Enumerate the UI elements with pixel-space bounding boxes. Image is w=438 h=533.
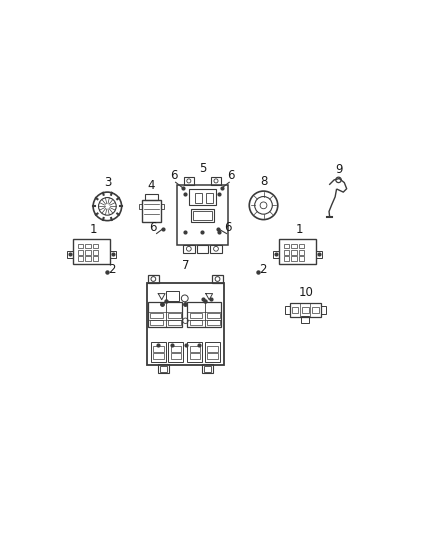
Bar (67, 251, 73, 257)
Bar (321, 306, 325, 314)
Bar (166, 291, 179, 301)
Bar (85, 256, 91, 261)
Bar (169, 343, 184, 362)
Text: 6: 6 (149, 221, 157, 233)
Bar (301, 316, 309, 323)
Text: 8: 8 (260, 175, 267, 188)
Bar (78, 244, 83, 248)
Bar (85, 250, 91, 255)
Bar (316, 251, 322, 257)
Bar (170, 346, 181, 352)
Bar (93, 256, 98, 261)
Bar (202, 364, 213, 374)
Bar (279, 239, 316, 264)
Bar (284, 244, 290, 248)
Bar (207, 313, 220, 318)
Bar (168, 320, 181, 325)
Text: 3: 3 (104, 176, 111, 189)
Bar (299, 256, 304, 261)
Text: 4: 4 (148, 179, 155, 192)
Text: 6: 6 (224, 221, 232, 233)
Bar (187, 343, 202, 362)
Bar (177, 184, 227, 245)
Bar (78, 250, 83, 255)
Text: 1: 1 (295, 223, 303, 236)
Text: 6: 6 (227, 169, 234, 182)
Bar (207, 320, 220, 325)
Bar (148, 302, 182, 327)
Bar (85, 244, 91, 248)
Bar (290, 303, 321, 317)
Text: 5: 5 (199, 162, 206, 175)
Bar (158, 364, 169, 374)
Text: 2: 2 (108, 263, 116, 276)
Bar (190, 353, 200, 359)
Bar (206, 193, 213, 203)
Bar (191, 209, 214, 222)
Bar (160, 366, 167, 372)
Bar (291, 256, 297, 261)
Bar (291, 244, 297, 248)
Bar (142, 200, 161, 222)
Bar (195, 193, 202, 203)
Bar (139, 204, 142, 209)
Bar (153, 353, 164, 359)
Bar (93, 250, 98, 255)
Bar (292, 306, 298, 313)
Bar (93, 244, 98, 248)
Text: 6: 6 (170, 169, 177, 182)
Bar (110, 251, 116, 257)
Bar (210, 245, 222, 253)
Bar (299, 250, 304, 255)
Bar (183, 245, 195, 253)
Bar (285, 306, 290, 314)
Bar (193, 211, 212, 220)
Bar (273, 251, 279, 257)
Bar (299, 244, 304, 248)
Text: 9: 9 (335, 163, 342, 176)
Bar (150, 313, 163, 318)
Bar (150, 320, 163, 325)
Text: 10: 10 (299, 286, 313, 299)
Bar (211, 177, 221, 184)
Bar (197, 245, 208, 253)
Bar (205, 343, 220, 362)
Bar (168, 313, 181, 318)
Text: 1: 1 (89, 223, 97, 236)
Bar (187, 302, 222, 327)
Bar (291, 250, 297, 255)
Bar (212, 275, 223, 284)
Bar (147, 284, 224, 365)
Bar (284, 256, 290, 261)
Bar (204, 366, 211, 372)
Bar (190, 346, 200, 352)
Bar (284, 250, 290, 255)
Bar (161, 204, 164, 209)
Bar (312, 306, 319, 313)
Bar (207, 346, 218, 352)
Bar (148, 275, 159, 284)
Bar (170, 353, 181, 359)
Bar (145, 193, 158, 200)
Bar (153, 346, 164, 352)
Text: 7: 7 (182, 259, 189, 271)
Bar (190, 313, 202, 318)
Bar (207, 353, 218, 359)
Bar (190, 320, 202, 325)
Text: 2: 2 (259, 263, 267, 276)
Bar (73, 239, 110, 264)
Bar (189, 189, 216, 205)
Bar (302, 306, 309, 313)
Bar (78, 256, 83, 261)
Bar (184, 177, 194, 184)
Bar (151, 343, 166, 362)
